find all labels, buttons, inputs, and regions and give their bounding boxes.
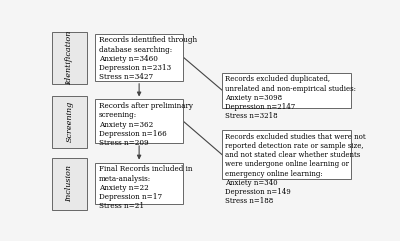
FancyBboxPatch shape bbox=[222, 73, 351, 108]
FancyBboxPatch shape bbox=[95, 100, 183, 143]
FancyBboxPatch shape bbox=[222, 130, 351, 179]
FancyBboxPatch shape bbox=[95, 162, 183, 204]
Text: Screening: Screening bbox=[65, 101, 73, 142]
Text: Inclusion: Inclusion bbox=[65, 165, 73, 202]
FancyBboxPatch shape bbox=[52, 96, 87, 148]
FancyBboxPatch shape bbox=[95, 33, 183, 81]
Text: Records excluded duplicated,
unrelated and non-empirical studies:
Anxiety n=3098: Records excluded duplicated, unrelated a… bbox=[225, 75, 356, 120]
Text: Records after preliminary
screening:
Anxiety n=362
Depression n=166
Stress n=209: Records after preliminary screening: Anx… bbox=[99, 102, 193, 147]
Text: Records identified through
database searching:
Anxiety n=3460
Depression n=2313
: Records identified through database sear… bbox=[99, 36, 197, 81]
Text: Records excluded studies that were not
reported detection rate or sample size,
a: Records excluded studies that were not r… bbox=[225, 133, 366, 205]
Text: Identification: Identification bbox=[65, 31, 73, 85]
FancyBboxPatch shape bbox=[52, 158, 87, 210]
FancyBboxPatch shape bbox=[52, 32, 87, 84]
Text: Final Records included in
meta-analysis:
Anxiety n=22
Depression n=17
Stress n=2: Final Records included in meta-analysis:… bbox=[99, 165, 192, 210]
